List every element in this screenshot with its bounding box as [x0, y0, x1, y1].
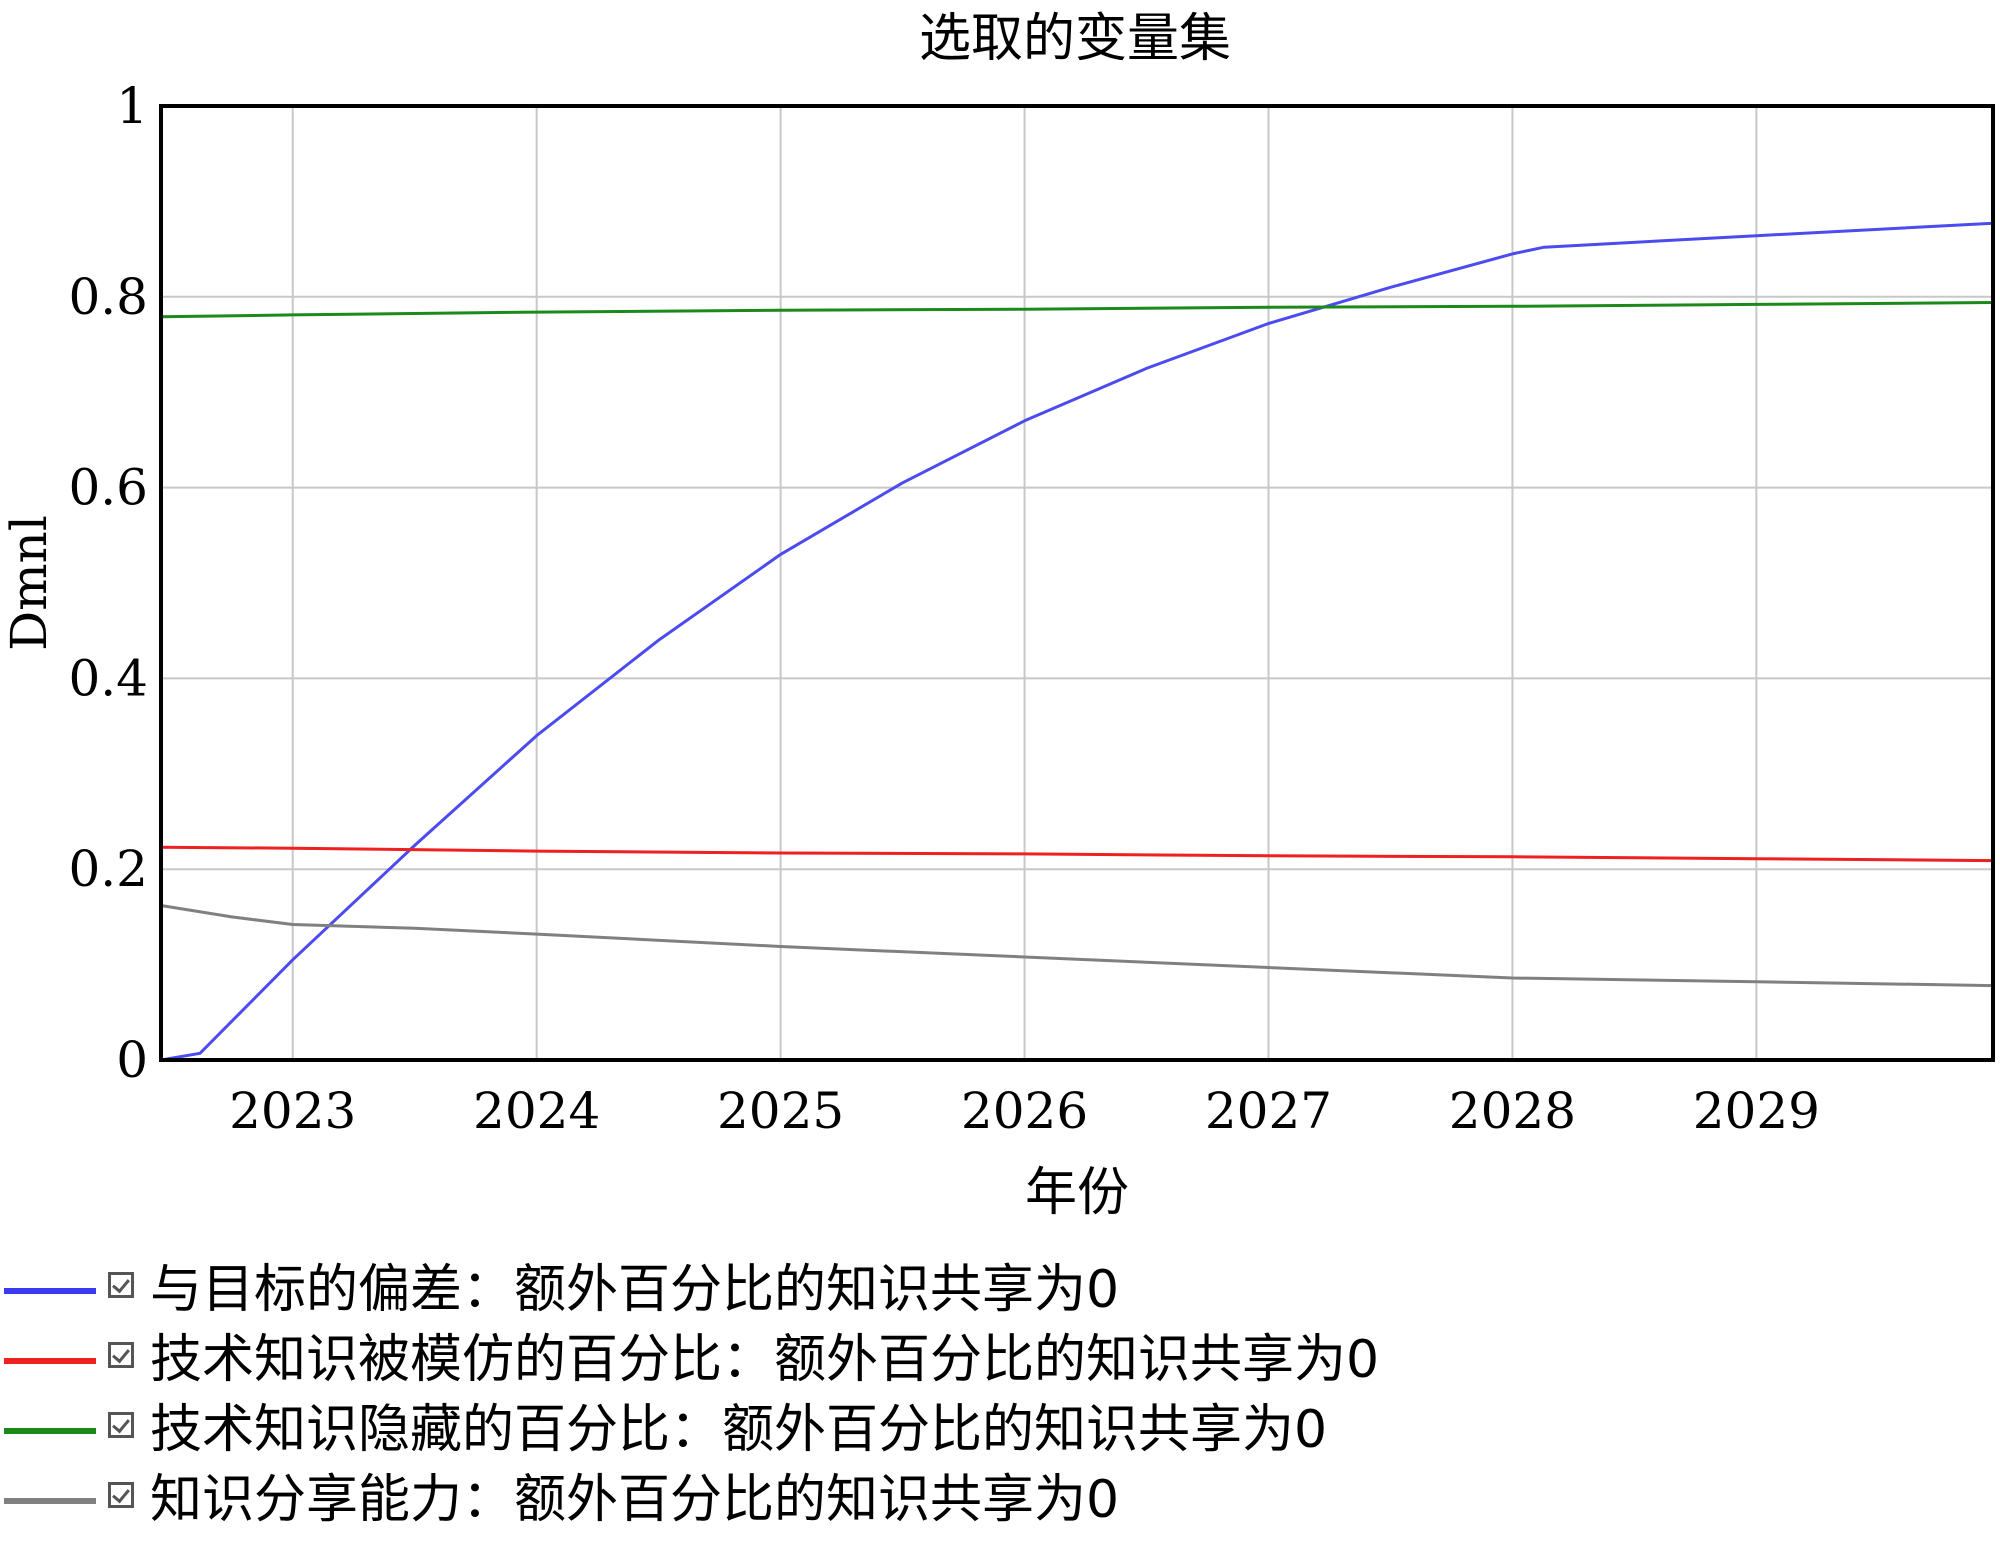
legend-label: 知识分享能力：额外百分比的知识共享为0 — [150, 1470, 1120, 1530]
x-tick-label: 2024 — [473, 1082, 600, 1140]
x-tick-label: 2026 — [961, 1082, 1088, 1140]
series-line-2 — [159, 301, 1995, 319]
series-lines — [159, 221, 1995, 1062]
chart-title: 选取的变量集 — [919, 9, 1231, 69]
y-tick-label: 0 — [116, 1031, 148, 1089]
y-tick-label: 0.4 — [68, 649, 148, 707]
legend-item-hidden[interactable]: 技术知识隐藏的百分比：额外百分比的知识共享为0 — [0, 1400, 1600, 1462]
line-chart: 选取的变量集 2023 2024 2025 2026 2027 2028 2029 0 0.2… — [0, 9, 1995, 1223]
x-tick-label: 2029 — [1693, 1082, 1820, 1140]
series-line-3 — [159, 904, 1995, 988]
checkbox-icon[interactable] — [108, 1272, 134, 1298]
legend-swatch — [4, 1358, 96, 1364]
checkbox-icon[interactable] — [108, 1482, 134, 1508]
x-tick-label: 2027 — [1205, 1082, 1332, 1140]
legend-item-imitated[interactable]: 技术知识被模仿的百分比：额外百分比的知识共享为0 — [0, 1330, 1600, 1392]
checkbox-icon[interactable] — [108, 1342, 134, 1368]
legend-item-sharing-ability[interactable]: 知识分享能力：额外百分比的知识共享为0 — [0, 1470, 1600, 1532]
x-tick-label: 2028 — [1449, 1082, 1576, 1140]
legend-swatch — [4, 1428, 96, 1434]
checkbox-icon[interactable] — [108, 1412, 134, 1438]
legend-swatch — [4, 1288, 96, 1294]
legend-label: 技术知识隐藏的百分比：额外百分比的知识共享为0 — [150, 1400, 1328, 1460]
grid — [161, 105, 1993, 1061]
legend-item-deviation[interactable]: 与目标的偏差：额外百分比的知识共享为0 — [0, 1260, 1600, 1322]
y-axis-ticks: 0 0.2 0.4 0.6 0.8 1 — [68, 77, 148, 1089]
y-tick-label: 0.8 — [68, 268, 148, 326]
series-line-0 — [159, 221, 1995, 1062]
legend-label: 技术知识被模仿的百分比：额外百分比的知识共享为0 — [150, 1330, 1380, 1390]
y-tick-label: 1 — [116, 77, 148, 135]
x-tick-label: 2023 — [229, 1082, 356, 1140]
legend-label: 与目标的偏差：额外百分比的知识共享为0 — [150, 1260, 1120, 1320]
plot-frame — [159, 104, 1995, 1062]
x-tick-label: 2025 — [717, 1082, 844, 1140]
y-tick-label: 0.2 — [68, 840, 148, 898]
series-line-1 — [159, 845, 1995, 863]
y-axis-label: Dmnl — [0, 515, 58, 651]
x-axis-label: 年份 — [1025, 1163, 1129, 1223]
x-axis-ticks: 2023 2024 2025 2026 2027 2028 2029 — [229, 1082, 1820, 1140]
legend-swatch — [4, 1498, 96, 1504]
y-tick-label: 0.6 — [68, 459, 148, 517]
